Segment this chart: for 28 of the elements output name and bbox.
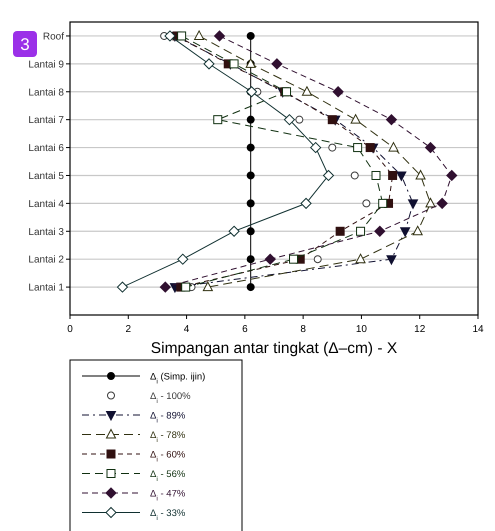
text: Δ$_{i}$ - 56%	[150, 469, 186, 482]
text: Δ$_{i}$ - 60%	[150, 450, 186, 463]
y-tick-label: Lantai 5	[28, 170, 64, 182]
y-tick-label: Lantai 2	[28, 254, 64, 266]
y-tick-label: Lantai 7	[28, 115, 64, 126]
text: Δ$_{i}$ - 78%	[150, 430, 186, 444]
text: Δ$_{i}$ - 33%	[150, 508, 186, 522]
x-tick-label: 4	[184, 324, 190, 335]
x-axis-title: Simpangan antar tingkat (Δ–cm) - X	[150, 340, 398, 357]
x-tick-label: 14	[472, 324, 484, 335]
x-tick-label: 6	[242, 324, 248, 335]
y-tick-label: Lantai 3	[28, 226, 64, 238]
y-tick-label: Lantai 8	[28, 87, 64, 98]
text: Δ$_{i}$ - 100%	[150, 391, 192, 404]
y-tick-label: Lantai 1	[28, 282, 64, 294]
x-tick-label: 8	[300, 324, 306, 335]
x-tick-label: 10	[356, 324, 368, 335]
text: Δ$_{i}$ - 89%	[150, 410, 186, 424]
text: 3	[20, 35, 30, 54]
y-tick-label: Lantai 6	[28, 143, 64, 154]
x-tick-label: 12	[414, 324, 426, 335]
x-tick-label: 0	[67, 324, 74, 335]
y-tick-label: Roof	[42, 31, 64, 42]
text: Δ$_{i}$ (Simp. ijin)	[150, 372, 206, 385]
text: Δ$_{i}$ - 47%	[150, 488, 186, 502]
y-tick-label: Lantai 4	[28, 198, 64, 210]
x-tick-label: 2	[126, 324, 132, 335]
y-tick-label: Lantai 9	[28, 59, 64, 70]
